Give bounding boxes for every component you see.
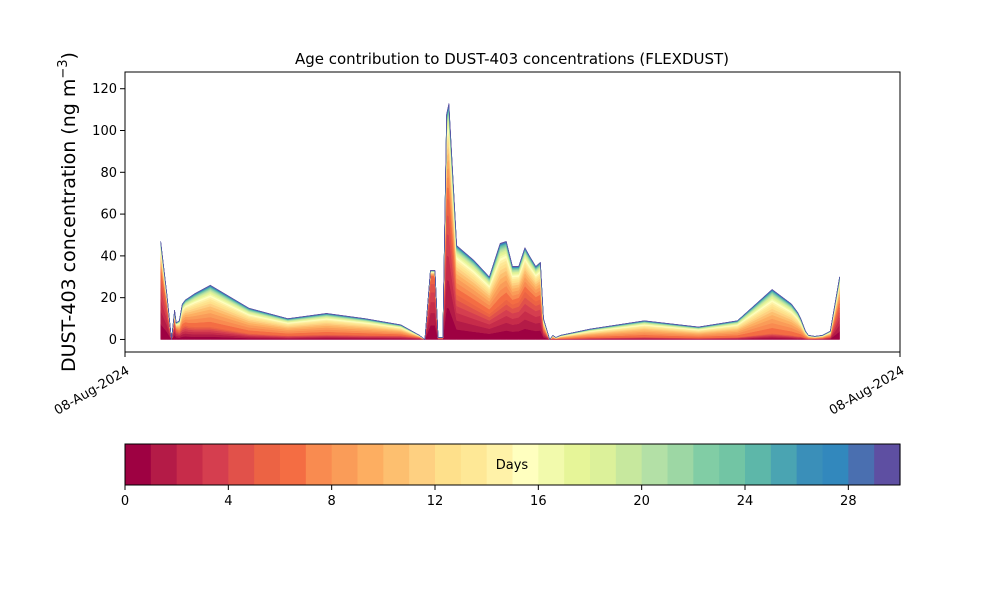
colorbar-swatch [667, 444, 694, 485]
colorbar-swatch [125, 444, 152, 485]
y-tick-label: 20 [100, 291, 117, 306]
colorbar-swatch [874, 444, 901, 485]
colorbar-tick-label: 8 [328, 494, 336, 509]
colorbar-swatch [331, 444, 359, 485]
colorbar-ticks: 0 4 8 12 16 20 24 28 [121, 485, 857, 509]
colorbar-swatch [228, 444, 255, 485]
colorbar-swatches [125, 444, 901, 485]
colorbar-swatch [693, 444, 720, 485]
colorbar-tick-label: 12 [427, 494, 444, 509]
y-axis-label-superscript: −3 [56, 59, 71, 78]
colorbar-swatch [590, 444, 617, 485]
colorbar-swatch [305, 444, 333, 485]
age-band-29 [160, 103, 840, 341]
colorbar-tick-label: 20 [633, 494, 650, 509]
colorbar-swatch [512, 444, 539, 485]
colorbar-swatch [383, 444, 410, 485]
colorbar-swatch [435, 444, 462, 485]
colorbar-tick-label: 16 [530, 494, 547, 509]
y-tick-label: 60 [100, 208, 117, 223]
colorbar-swatch [615, 444, 643, 485]
colorbar-frame [124, 443, 901, 486]
colorbar-tick-label: 24 [737, 494, 754, 509]
colorbar-swatch [202, 444, 229, 485]
plot-area: 0 20 40 60 80 100 120 08-Aug-2024 08-Aug-2024 [52, 71, 907, 419]
colorbar-swatch [280, 444, 307, 485]
colorbar-swatch [641, 444, 669, 485]
colorbar-swatch [176, 444, 204, 485]
x-tick-label: 08-Aug-2024 [827, 363, 907, 418]
colorbar-swatch [770, 444, 798, 485]
colorbar-swatch [822, 444, 849, 485]
y-tick-label: 120 [92, 82, 117, 97]
colorbar-swatch [745, 444, 772, 485]
colorbar-swatch [409, 444, 436, 485]
colorbar-tick-label: 28 [840, 494, 857, 509]
colorbar-swatch [848, 444, 875, 485]
chart-title: Age contribution to DUST-403 concentrati… [295, 50, 729, 68]
colorbar-swatch [486, 444, 514, 485]
colorbar: 0 4 8 12 16 20 24 28 Days [121, 443, 901, 509]
colorbar-swatch [719, 444, 746, 485]
y-axis-label: DUST-403 concentration (ng m−3) [56, 52, 80, 372]
stacked-areas [160, 103, 840, 341]
colorbar-swatch [538, 444, 565, 485]
y-tick-label: 0 [109, 333, 117, 348]
y-axis: 0 20 40 60 80 100 120 [92, 82, 125, 348]
colorbar-swatch [357, 444, 384, 485]
colorbar-tick-label: 0 [121, 494, 129, 509]
plot-frame [124, 71, 901, 353]
colorbar-swatch [564, 444, 591, 485]
colorbar-tick-label: 4 [224, 494, 232, 509]
y-tick-label: 80 [100, 166, 117, 181]
y-tick-label: 100 [92, 124, 117, 139]
colorbar-swatch [150, 444, 178, 485]
colorbar-swatch [254, 444, 281, 485]
colorbar-swatch [796, 444, 824, 485]
colorbar-label: Days [496, 458, 529, 473]
colorbar-swatch [460, 444, 488, 485]
y-tick-label: 40 [100, 249, 117, 264]
x-axis: 08-Aug-2024 08-Aug-2024 [52, 352, 907, 419]
y-axis-label-tail: ) [58, 52, 80, 59]
